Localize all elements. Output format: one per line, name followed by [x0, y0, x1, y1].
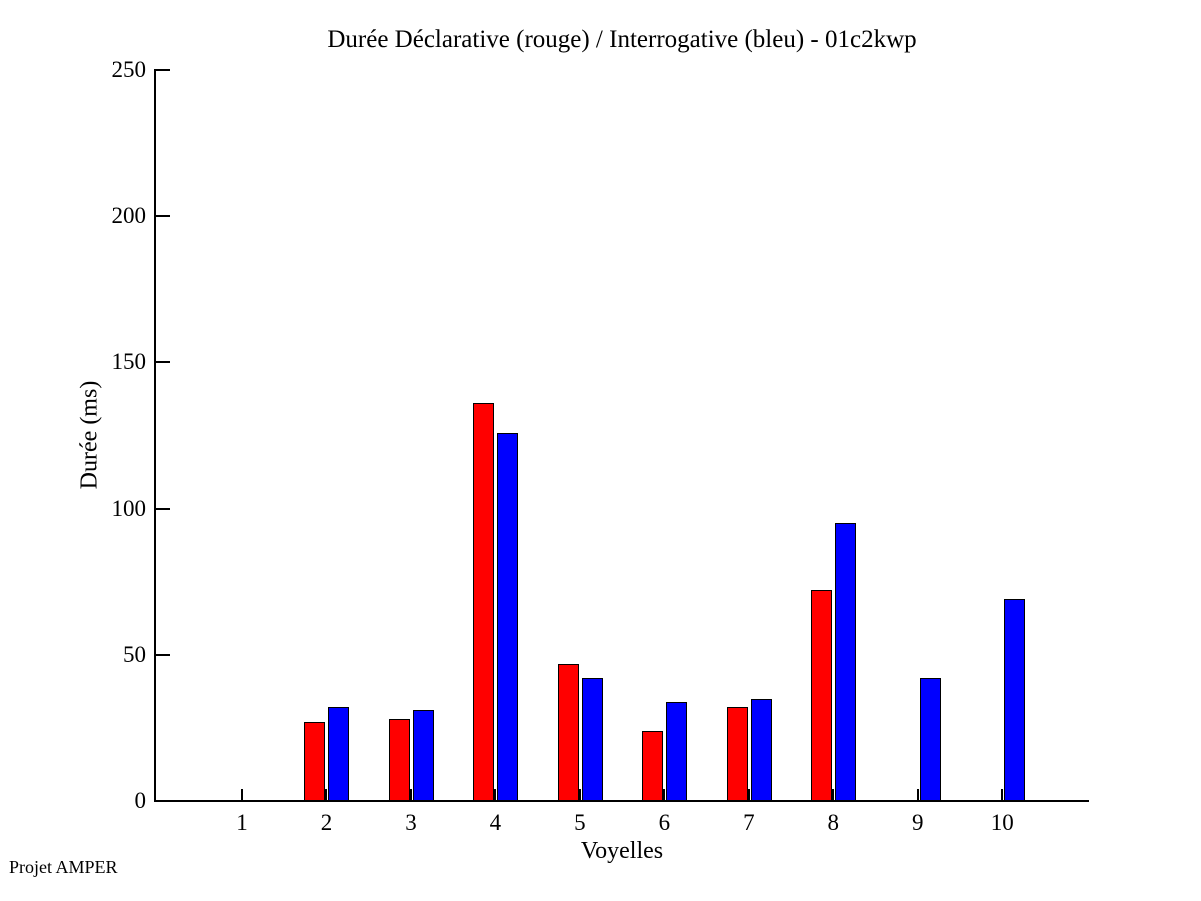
x-tick-mark-8 [832, 789, 835, 801]
bar-interrogative-10 [1004, 599, 1026, 801]
y-tick-mark-150 [156, 361, 170, 364]
bar-interrogative-6 [666, 702, 688, 801]
bar-déclarative-6 [642, 731, 664, 801]
bar-déclarative-8 [811, 590, 833, 801]
x-tick-label-3: 3 [405, 810, 417, 835]
y-tick-label-100: 100 [111, 495, 147, 521]
x-tick-mark-6 [663, 789, 666, 801]
x-tick-mark-9 [916, 789, 919, 801]
x-tick-mark-4 [494, 789, 497, 801]
bar-interrogative-4 [497, 433, 519, 801]
x-tick-mark-7 [747, 789, 750, 801]
y-axis-line [154, 69, 156, 802]
x-tick-label-9: 9 [912, 810, 924, 835]
bar-déclarative-3 [388, 719, 410, 801]
x-tick-label-2: 2 [320, 810, 333, 835]
x-tick-mark-2 [325, 789, 328, 801]
chart-title: Durée Déclarative (rouge) / Interrogativ… [327, 26, 917, 53]
x-tick-label-7: 7 [743, 810, 755, 835]
x-tick-mark-3 [409, 789, 412, 801]
bar-déclarative-2 [304, 722, 326, 801]
y-tick-label-0: 0 [134, 788, 147, 813]
y-tick-label-250: 250 [111, 57, 147, 82]
y-tick-mark-200 [156, 215, 170, 218]
bar-déclarative-4 [473, 403, 495, 801]
y-tick-mark-50 [156, 653, 170, 656]
x-tick-mark-5 [578, 789, 581, 801]
x-tick-mark-1 [241, 789, 243, 801]
y-tick-label-200: 200 [111, 203, 147, 229]
y-tick-mark-0 [156, 800, 170, 802]
bar-déclarative-7 [726, 707, 748, 801]
bar-interrogative-7 [750, 699, 772, 801]
y-tick-label-50: 50 [123, 641, 146, 667]
x-axis-line [154, 800, 1089, 802]
y-tick-label-150: 150 [111, 349, 147, 375]
x-axis-label: Voyelles [580, 838, 664, 864]
x-tick-label-10: 10 [990, 810, 1014, 835]
x-tick-mark-10 [1001, 789, 1004, 801]
bar-interrogative-5 [581, 678, 603, 801]
bar-interrogative-9 [919, 678, 941, 801]
y-tick-mark-250 [156, 69, 170, 71]
project-footer: Projet AMPER [9, 857, 118, 877]
x-tick-label-5: 5 [574, 810, 586, 835]
x-tick-label-6: 6 [658, 810, 671, 835]
x-tick-label-8: 8 [827, 810, 840, 835]
bar-interrogative-2 [328, 707, 350, 801]
x-tick-label-4: 4 [489, 810, 502, 835]
bar-déclarative-5 [557, 664, 579, 801]
y-axis-label: Durée (ms) [76, 380, 103, 490]
bar-interrogative-8 [835, 523, 857, 801]
x-tick-label-1: 1 [236, 810, 248, 835]
y-tick-mark-100 [156, 507, 170, 510]
bar-interrogative-3 [412, 710, 434, 801]
